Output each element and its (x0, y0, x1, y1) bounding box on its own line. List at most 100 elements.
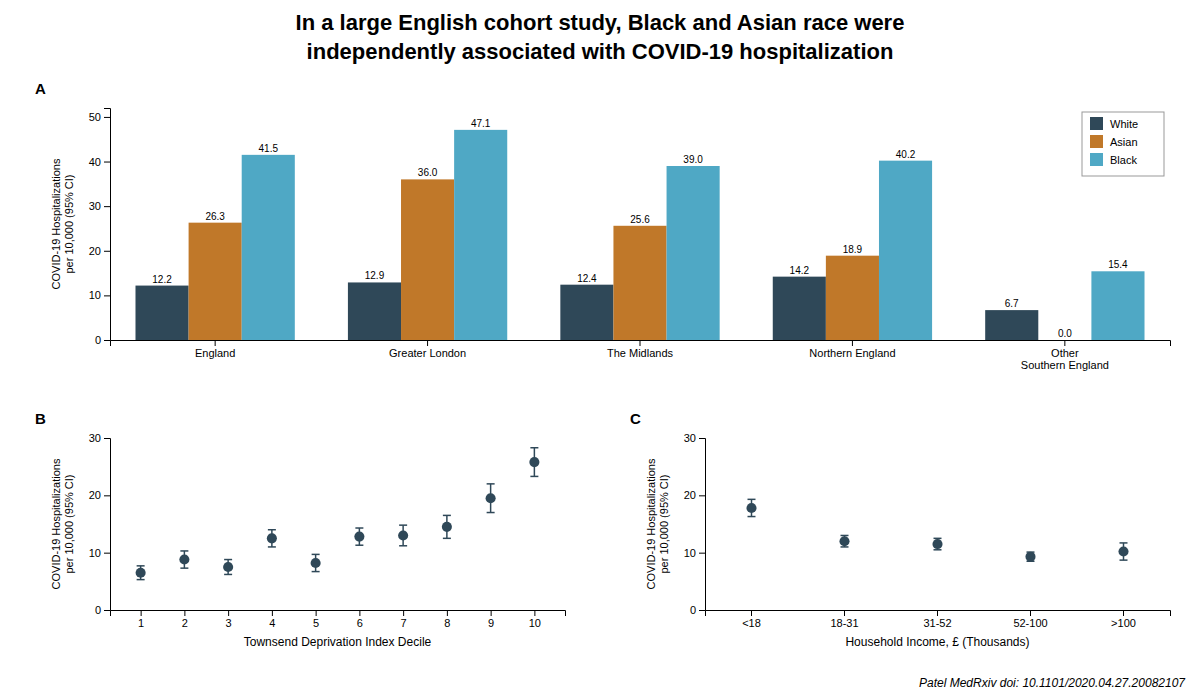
error-cap (268, 546, 276, 548)
tick-mark (104, 251, 110, 252)
legend-item: Asian (1090, 135, 1138, 148)
panel: 0 10 20 30 COVID-19 Hospitalizationsper 10,0… (630, 410, 1171, 649)
point (746, 503, 756, 513)
error-cap (180, 567, 188, 569)
tick: 30 (89, 200, 110, 212)
tick: 20 (89, 245, 110, 257)
error-cap (841, 535, 849, 537)
legend-label: Asian (1110, 136, 1138, 148)
tick: <18 (742, 610, 761, 629)
tick: 1 (138, 610, 144, 629)
legend-swatch (1090, 135, 1103, 148)
bar (1038, 340, 1091, 341)
error-cap (399, 545, 407, 547)
bar (613, 226, 666, 340)
point-group (1118, 543, 1128, 560)
panel-label: B (35, 410, 46, 427)
tick-mark (844, 610, 845, 616)
series (242, 130, 1145, 340)
data-label: 47.1 (471, 118, 491, 129)
error-cap (355, 527, 363, 529)
data-label: 12.9 (365, 270, 385, 281)
error-cap (530, 476, 538, 478)
tick-label: 30 (89, 200, 101, 212)
point (1118, 546, 1128, 556)
tick-label: 50 (89, 111, 101, 123)
axis-line (111, 341, 1171, 347)
tick-label: 20 (684, 489, 696, 501)
tick-label: 0 (95, 604, 101, 616)
tick: 30 (89, 432, 110, 444)
tick: 52-100 (1013, 610, 1047, 629)
error-cap (312, 554, 320, 556)
error-cap (487, 483, 495, 485)
tick-mark (184, 610, 185, 616)
tick-mark (1064, 340, 1065, 346)
tick-label: 10 (684, 547, 696, 559)
tick-mark (699, 495, 705, 496)
error-cap (355, 544, 363, 546)
point (442, 522, 452, 532)
tick: 7 (401, 610, 407, 629)
error-cap (268, 529, 276, 531)
point (398, 530, 408, 540)
error-cap (137, 579, 145, 581)
error-cap (443, 515, 451, 517)
x-axis: 12345678910 (111, 610, 566, 629)
tick-label: <18 (742, 617, 761, 629)
data-label: 14.2 (790, 265, 810, 276)
text-line: independently associated with COVID-19 h… (307, 39, 894, 64)
tick-mark (1123, 610, 1124, 616)
tick-mark (534, 610, 535, 616)
point (223, 562, 233, 572)
point-group (354, 528, 364, 545)
error-cap (180, 550, 188, 552)
tick: 3 (226, 610, 232, 629)
text-line: COVID-19 Hospitalizations (645, 458, 657, 589)
legend-label: White (1110, 118, 1138, 130)
points (136, 448, 540, 580)
text-line: 31-52 (923, 617, 951, 629)
point (486, 493, 496, 503)
text-line: 52-100 (1013, 617, 1047, 629)
tick: 18-31 (830, 610, 858, 629)
y-axis-title: COVID-19 Hospitalizationsper 10,000 (95%… (645, 458, 670, 589)
tick-label: The Midlands (607, 347, 674, 359)
point-group (529, 448, 539, 477)
tick: 40 (89, 156, 110, 168)
bar (560, 285, 613, 340)
tick: 6 (357, 610, 363, 629)
point (179, 555, 189, 565)
tick-label: 20 (89, 489, 101, 501)
title: In a large English cohort study, Black a… (296, 10, 905, 64)
tick-label: 10 (529, 617, 541, 629)
panel-label: A (35, 80, 46, 97)
tick: England (195, 340, 235, 359)
panel-label: C (630, 410, 641, 427)
tick-mark (104, 162, 110, 163)
data-label: 6.7 (1005, 298, 1019, 309)
tick: 50 (89, 111, 110, 123)
point-group (1025, 552, 1035, 562)
error-cap (530, 447, 538, 449)
error-cap (137, 565, 145, 567)
tick: 0 (690, 604, 705, 616)
citation: Patel MedRxiv doi: 10.1101/2020.04.27.20… (919, 676, 1186, 690)
tick-label: 8 (444, 617, 450, 629)
text-line: per 10,000 (95% CI) (63, 474, 75, 573)
error-cap (443, 538, 451, 540)
bar (985, 310, 1038, 340)
tick: 2 (182, 610, 188, 629)
bar (1091, 271, 1144, 340)
chart-root: In a large English cohort study, Black a… (0, 0, 1200, 695)
tick: 20 (89, 489, 110, 501)
tick-mark (215, 340, 216, 346)
tick-label: 30 (684, 432, 696, 444)
tick-label: 5 (313, 617, 319, 629)
tick-mark (104, 340, 110, 341)
tick-label: 4 (269, 617, 275, 629)
tick-label: Greater London (389, 347, 466, 359)
tick-mark (228, 610, 229, 616)
bar (773, 277, 826, 340)
tick-label: 7 (401, 617, 407, 629)
